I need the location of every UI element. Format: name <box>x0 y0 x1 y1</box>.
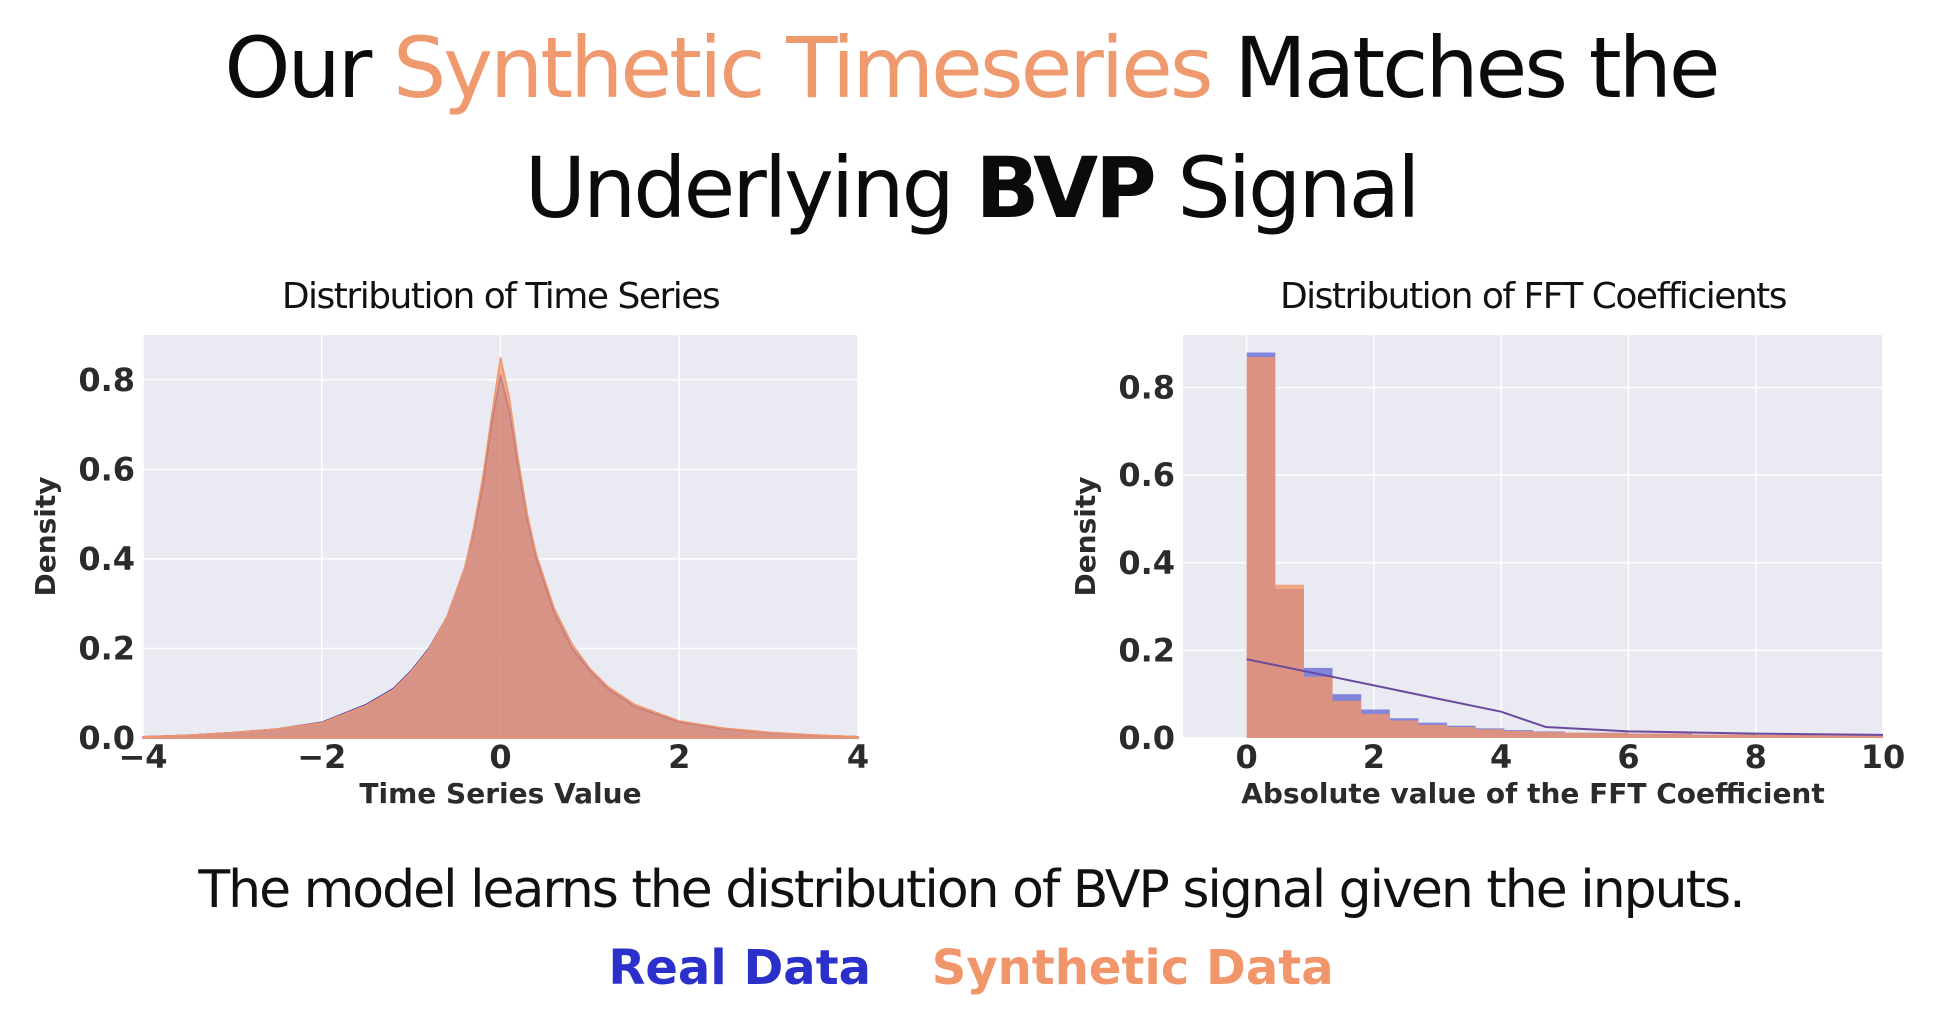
bar-synthetic <box>1628 733 1693 738</box>
bar-synthetic <box>1418 724 1448 738</box>
x-tick-label: −4 <box>118 738 167 776</box>
title-part: Our <box>224 19 393 117</box>
title-part: Matches the <box>1210 19 1720 117</box>
bar-synthetic <box>1692 734 1756 738</box>
bar-synthetic <box>1564 732 1629 738</box>
x-tick-label: 0 <box>489 738 511 776</box>
bar-synthetic <box>1246 356 1276 738</box>
x-tick-label: 4 <box>847 738 869 776</box>
slide-title-line-1: Our Synthetic Timeseries Matches the <box>0 26 1942 110</box>
x-tick-label: −2 <box>297 738 346 776</box>
y-tick-label: 0.4 <box>1118 544 1175 582</box>
x-tick-label: 2 <box>668 738 690 776</box>
x-tick-label: 10 <box>1861 738 1906 776</box>
bar-synthetic <box>1361 713 1390 738</box>
y-tick-label: 0.6 <box>1118 456 1175 494</box>
x-axis-label: Time Series Value <box>359 777 641 810</box>
bar-synthetic <box>1303 676 1333 738</box>
y-tick-label: 0.8 <box>78 361 135 399</box>
bar-synthetic <box>1447 727 1476 738</box>
bar-synthetic <box>1275 584 1304 738</box>
x-axis-label: Absolute value of the FFT Coefficient <box>1241 777 1825 810</box>
chart-title: Distribution of FFT Coefficients <box>1280 276 1786 317</box>
y-tick-label: 0.8 <box>1118 369 1175 407</box>
legend-real: Real Data <box>608 940 872 996</box>
title-highlight: Synthetic Timeseries <box>392 19 1214 117</box>
y-tick-label: 0.0 <box>78 719 135 757</box>
bar-synthetic <box>1504 730 1533 738</box>
y-tick-label: 0.2 <box>1118 631 1175 669</box>
y-axis-label: Density <box>29 476 62 596</box>
caption: The model learns the distribution of BVP… <box>198 860 1745 920</box>
y-tick-label: 0.2 <box>78 629 135 667</box>
bar-synthetic <box>1389 720 1419 738</box>
bar-synthetic <box>1332 700 1362 738</box>
kde-line <box>1246 658 1884 736</box>
y-tick-label: 0.4 <box>78 540 135 578</box>
title-part: Signal <box>1153 139 1420 237</box>
x-tick-label: 0 <box>1236 738 1258 776</box>
title-bold: BVP <box>975 139 1156 237</box>
y-axis-label: Density <box>1069 476 1102 596</box>
slide-title-line-2: Underlying BVP Signal <box>0 146 1942 230</box>
legend-synthetic: Synthetic Data <box>931 940 1334 996</box>
bar-synthetic <box>1475 729 1505 738</box>
bar-synthetic <box>1819 735 1883 738</box>
x-tick-label: 2 <box>1363 738 1385 776</box>
x-tick-label: 8 <box>1745 738 1767 776</box>
series-synthetic-area <box>142 357 859 739</box>
title-part: Underlying <box>524 139 976 237</box>
bar-synthetic <box>1533 731 1565 738</box>
y-tick-label: 0.0 <box>1118 719 1175 757</box>
legend: Real Data Synthetic Data <box>0 940 1942 996</box>
y-tick-label: 0.6 <box>78 450 135 488</box>
x-tick-label: 6 <box>1617 738 1639 776</box>
chart-title: Distribution of Time Series <box>282 276 719 317</box>
x-tick-label: 4 <box>1490 738 1512 776</box>
bar-synthetic <box>1755 734 1820 738</box>
